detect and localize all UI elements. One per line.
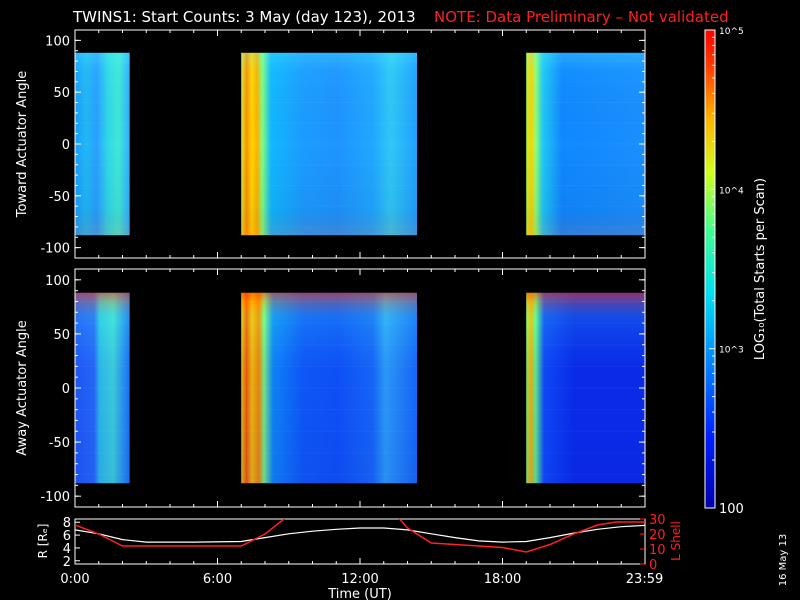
toward-ytick-label: 100 (45, 34, 70, 49)
preliminary-note: NOTE: Data Preliminary – Not validated (434, 8, 729, 26)
away-ytick-label: 0 (62, 382, 70, 397)
toward-ylabel: Toward Actuator Angle (15, 71, 30, 218)
time-tick-label: 0:00 (60, 572, 89, 587)
orbit-ylabel-left: R [Rₑ] (36, 524, 50, 559)
colorbar-label: LOG₁₀(Total Starts per Scan) (753, 178, 768, 360)
toward-data-block-shading (241, 52, 417, 236)
orbit-ytick-left-label: 6 (63, 529, 71, 544)
toward-ytick-label: -50 (49, 190, 70, 205)
toward-data-block-shading (75, 52, 130, 236)
away-angle-panel: 100 50 0 -50 -100 Away Actuator Angle (15, 268, 646, 508)
away-ytick-label: 100 (45, 274, 70, 289)
toward-angle-panel: 100 50 0 -50 -100 Toward Actuator Angle (15, 29, 646, 259)
l-shell-line (75, 519, 645, 553)
away-ytick-label: 50 (53, 328, 70, 343)
toward-ytick-label: 0 (62, 138, 70, 153)
orbit-ytick-right-label: 20 (649, 528, 666, 543)
toward-ytick-label: -100 (40, 242, 70, 257)
away-ylabel: Away Actuator Angle (15, 320, 30, 455)
colorbar-tick-label: 10^5 (719, 27, 744, 37)
colorbar-tick-label: 10^3 (719, 346, 744, 356)
away-ytick-label: -50 (49, 436, 70, 451)
colorbar: 10^5 10^4 10^3 100 LOG₁₀(Total Starts per S… (704, 27, 768, 517)
r-distance-line (75, 524, 645, 543)
away-ytick-label: -100 (40, 490, 70, 505)
time-tick-label: 23:59 (626, 572, 663, 587)
time-tick-label: 6:00 (203, 572, 232, 587)
away-data-block-shading (241, 292, 417, 484)
colorbar-tick-label: 100 (719, 502, 744, 517)
orbit-ytick-left-label: 4 (63, 542, 71, 557)
away-data-block-shading (526, 292, 645, 484)
chart-title: TWINS1: Start Counts: 3 May (day 123), 2… (72, 8, 416, 26)
colorbar-scale (704, 29, 716, 509)
orbit-ylabel-right: L Shell (669, 521, 683, 561)
orbit-ytick-right-label: 0 (649, 558, 657, 573)
toward-ytick-label: 50 (53, 86, 70, 101)
toward-data-block-shading (526, 52, 645, 236)
orbit-ytick-left-label: 8 (63, 516, 71, 531)
orbit-ytick-right-label: 10 (649, 543, 666, 558)
time-axis-label: Time (UT) (327, 587, 392, 600)
colorbar-tick-label: 10^4 (719, 186, 744, 196)
date-stamp: 16 May 13 (778, 534, 789, 586)
time-tick-label: 18:00 (484, 572, 521, 587)
orbit-ytick-right-label: 30 (649, 513, 666, 528)
time-tick-label: 12:00 (341, 572, 378, 587)
away-data-block-shading (75, 292, 130, 484)
orbit-ytick-left-label: 2 (63, 555, 71, 570)
